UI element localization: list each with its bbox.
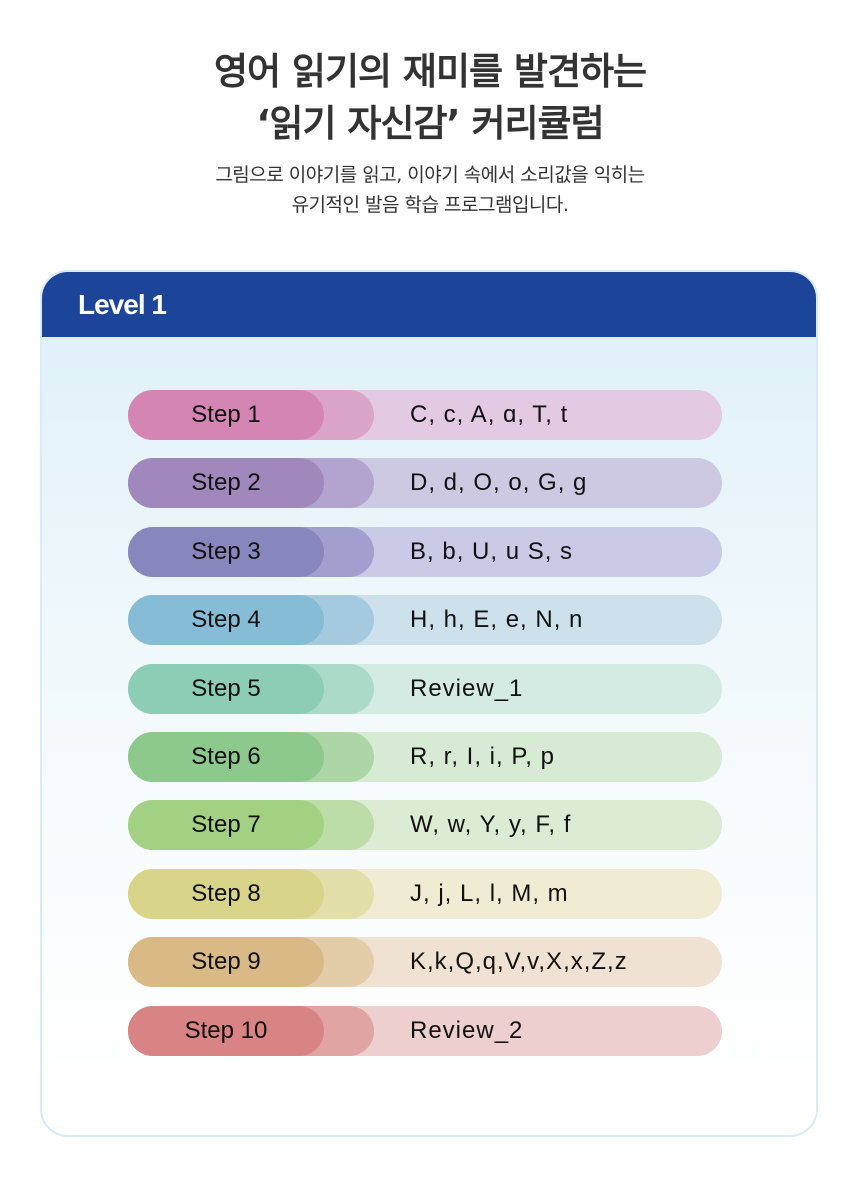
step-row: Step 1 C, c, A, ɑ, T, t — [128, 390, 722, 440]
level-header: Level 1 — [42, 272, 816, 337]
step-row: Step 2 D, d, O, o, G, g — [128, 458, 722, 509]
title-line-1: 영어 읽기의 재미를 발견하는 — [213, 50, 647, 93]
step-letters: Review_1 — [410, 674, 524, 702]
step-letters: B, b, U, u S, s — [410, 537, 574, 565]
subtitle-line-1: 그림으로 이야기를 읽고, 이야기 속에서 소리값을 익히는 — [215, 164, 645, 186]
step-row: Step 8 J, j, L, l, M, m — [128, 868, 722, 919]
level-card: Level 1 Step 1 C, c, A, ɑ, T, t Step 2 D… — [40, 270, 818, 1137]
step-row: Step 5 Review_1 — [128, 663, 722, 714]
step-label: Step 1 — [128, 390, 324, 440]
step-letters: W, w, Y, y, F, f — [410, 811, 572, 839]
step-row: Step 4 H, h, E, e, N, n — [128, 595, 722, 646]
step-row: Step 7 W, w, Y, y, F, f — [128, 800, 722, 851]
step-label: Step 4 — [128, 595, 324, 646]
step-row: Step 3 B, b, U, u S, s — [128, 526, 722, 577]
step-letters: J, j, L, l, M, m — [410, 879, 569, 907]
step-letters: K,k,Q,q,V,v,X,x,Z,z — [410, 948, 628, 976]
step-row: Step 9 K,k,Q,q,V,v,X,x,Z,z — [128, 937, 722, 988]
title-line-2: ‘읽기 자신감’ 커리큘럼 — [256, 102, 604, 145]
step-label: Step 7 — [128, 800, 324, 851]
step-letters: D, d, O, o, G, g — [410, 469, 588, 497]
step-letters: H, h, E, e, N, n — [410, 606, 584, 634]
step-label: Step 8 — [128, 868, 324, 919]
step-label: Step 5 — [128, 663, 324, 714]
step-label: Step 9 — [128, 937, 324, 988]
step-label: Step 6 — [128, 732, 324, 782]
step-letters: Review_2 — [410, 1016, 524, 1044]
step-letters: C, c, A, ɑ, T, t — [410, 401, 569, 428]
step-label: Step 2 — [128, 458, 324, 509]
step-label: Step 3 — [128, 526, 324, 577]
step-letters: R, r, I, i, P, p — [410, 743, 555, 770]
page-subtitle: 그림으로 이야기를 읽고, 이야기 속에서 소리값을 익히는 유기적인 발음 학… — [0, 160, 860, 220]
subtitle-line-2: 유기적인 발음 학습 프로그램입니다. — [291, 194, 569, 216]
page-title: 영어 읽기의 재미를 발견하는 ‘읽기 자신감’ 커리큘럼 — [0, 46, 860, 150]
step-row: Step 10 Review_2 — [128, 1005, 722, 1056]
step-row: Step 6 R, r, I, i, P, p — [128, 732, 722, 782]
step-label: Step 10 — [128, 1005, 324, 1056]
